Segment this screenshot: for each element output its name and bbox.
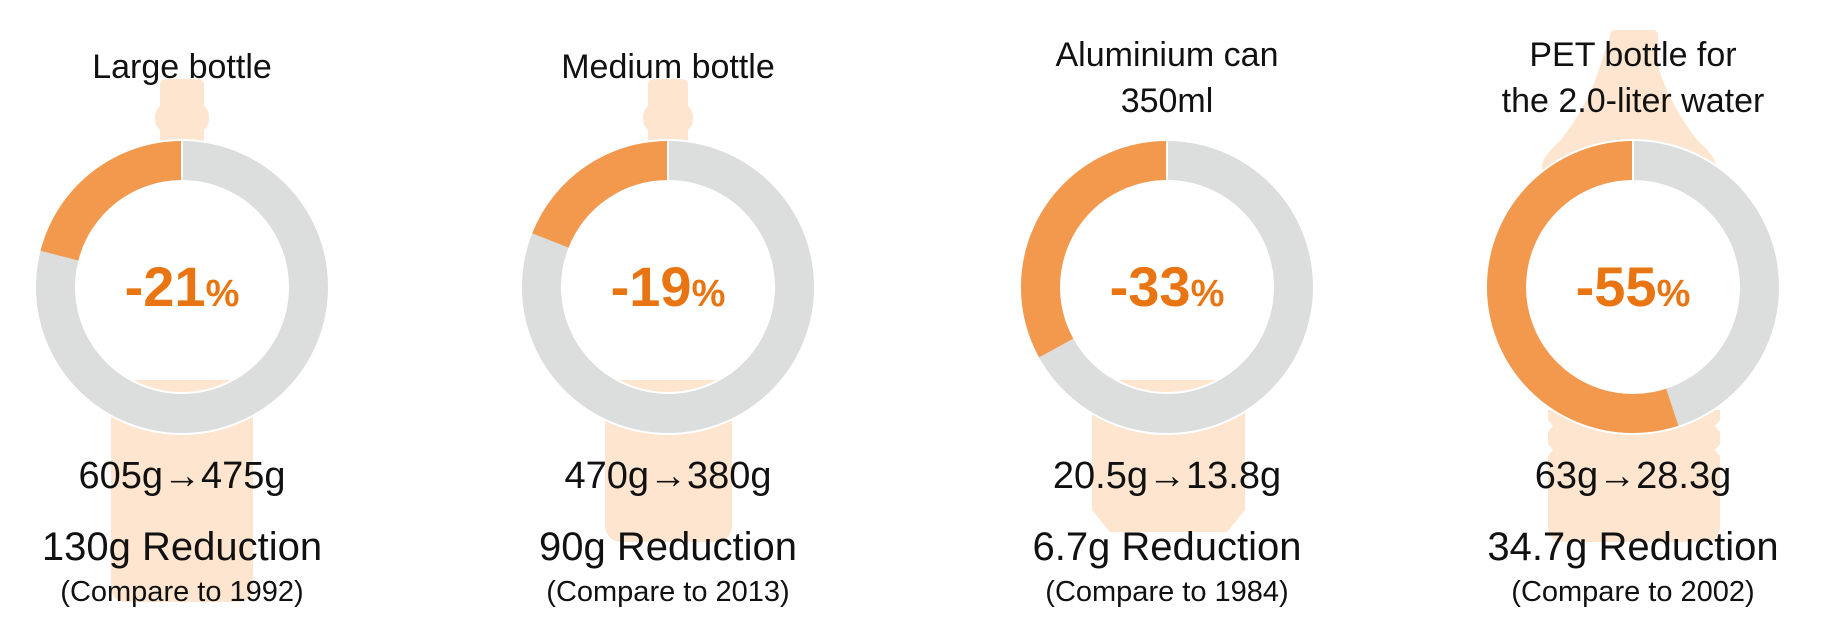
- chart-medium-bottle: Medium bottle -19% 470g→380g 90g Reducti…: [428, 0, 908, 633]
- percent-label: -21%: [124, 255, 240, 318]
- percent-label: -55%: [1575, 255, 1691, 318]
- reduction-amount: 34.7g Reduction: [1487, 525, 1779, 569]
- item-title: Large bottle: [92, 48, 272, 86]
- compare-year: (Compare to 2002): [1511, 576, 1755, 608]
- chart-aluminium-can: Aluminium can 350ml -33% 20.5g→13.8g 6.7…: [927, 0, 1407, 633]
- item-title-line1: PET bottle for: [1529, 36, 1737, 74]
- medium-bottle-silhouette-icon: [520, 79, 816, 542]
- reduction-amount: 90g Reduction: [539, 525, 797, 569]
- weight-change: 470g→380g: [564, 455, 772, 497]
- item-title-line2: the 2.0-liter water: [1501, 82, 1765, 120]
- percent-label: -33%: [1109, 255, 1225, 318]
- large-bottle-silhouette-icon: [34, 79, 330, 602]
- reduction-amount: 130g Reduction: [41, 525, 323, 569]
- chart-pet-bottle: PET bottle for the 2.0-liter water -55% …: [1393, 0, 1831, 633]
- item-title-line2: 350ml: [1120, 82, 1214, 120]
- weight-change: 605g→475g: [78, 455, 286, 497]
- weight-change: 20.5g→13.8g: [1052, 455, 1282, 497]
- pet-bottle-silhouette-icon: [1485, 30, 1781, 542]
- chart-large-bottle: Large bottle -21% 605g→475g 130g Reducti…: [0, 0, 422, 633]
- compare-year: (Compare to 2013): [546, 576, 790, 608]
- item-title: Medium bottle: [561, 48, 775, 86]
- compare-year: (Compare to 1984): [1045, 576, 1289, 608]
- can-silhouette-icon: [1019, 139, 1315, 532]
- reduction-amount: 6.7g Reduction: [1032, 525, 1302, 569]
- weight-change: 63g→28.3g: [1534, 455, 1732, 497]
- item-title-line1: Aluminium can: [1055, 36, 1279, 74]
- compare-year: (Compare to 1992): [60, 576, 304, 608]
- percent-label: -19%: [610, 255, 726, 318]
